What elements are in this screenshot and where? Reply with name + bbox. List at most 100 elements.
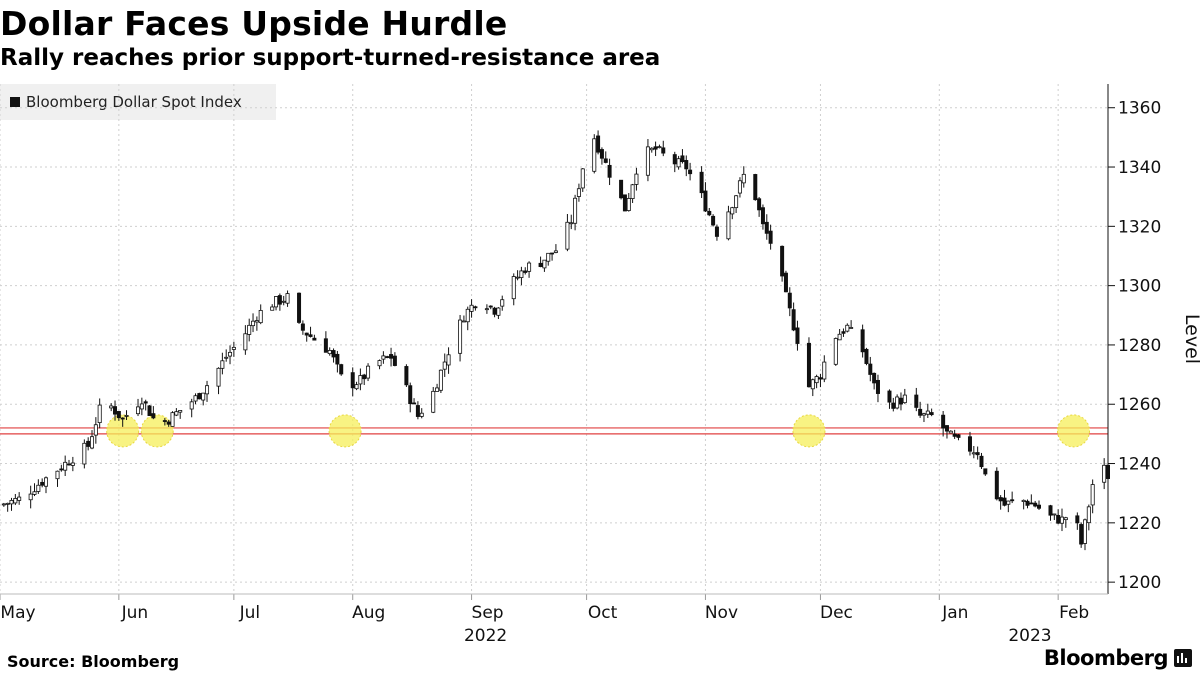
candle-body [139, 403, 144, 410]
candle-body [734, 195, 739, 209]
candle-body [231, 346, 236, 350]
candle-body [787, 292, 792, 309]
legend: Bloomberg Dollar Spot Index [0, 84, 276, 120]
candle-body [350, 372, 355, 389]
candle [331, 348, 336, 363]
candle-body [162, 420, 167, 422]
candle-body [822, 361, 827, 380]
candle [492, 306, 497, 318]
highlight-marker [1056, 414, 1090, 448]
candle-body [297, 292, 302, 323]
candle [197, 392, 202, 400]
candle [28, 485, 33, 509]
candle [1082, 518, 1087, 551]
candle-body [174, 411, 179, 416]
y-tick-label: 1340 [1118, 158, 1161, 178]
candle [446, 347, 451, 374]
brand-text: Bloomberg [1043, 646, 1169, 670]
candle [818, 373, 823, 388]
candle [147, 405, 152, 416]
candle-body [576, 188, 581, 197]
candle [914, 387, 919, 412]
candle-body [1002, 497, 1007, 506]
candle [419, 408, 424, 419]
candle [442, 353, 447, 377]
candle [515, 270, 520, 281]
candle [1010, 491, 1015, 504]
candle-body [189, 401, 194, 410]
candle [116, 411, 121, 421]
candle [461, 315, 466, 323]
candle [1052, 513, 1057, 521]
candle-body [496, 307, 501, 316]
candle [438, 369, 443, 394]
candle [67, 459, 72, 466]
candle-body [841, 331, 846, 334]
candle [523, 267, 528, 275]
candle-body [335, 353, 340, 365]
candle-body [44, 477, 49, 487]
candle-body [868, 363, 873, 375]
candle-body [228, 351, 233, 357]
grid-layer [0, 84, 1108, 594]
candle [32, 483, 37, 497]
candle-body [90, 436, 95, 449]
candle-body [596, 135, 601, 153]
candle [810, 378, 815, 397]
candle [469, 299, 474, 318]
candle [546, 252, 551, 266]
candle [1, 502, 6, 507]
candle-body [948, 430, 953, 434]
candle [90, 430, 95, 450]
candle-body [703, 190, 708, 212]
candle-body [630, 184, 635, 199]
candle-body [983, 468, 988, 475]
x-tick-label: May [0, 603, 35, 623]
candle [630, 183, 635, 203]
candle-body [285, 293, 290, 304]
candle [205, 380, 210, 402]
candle [872, 372, 877, 390]
candle-body [971, 452, 976, 455]
candle [653, 141, 658, 157]
candle [956, 433, 961, 441]
candle-body [1021, 499, 1026, 502]
candle [473, 305, 478, 311]
candle [44, 476, 49, 494]
candle [737, 177, 742, 198]
candle-body [795, 327, 800, 344]
candle [247, 318, 252, 342]
y-tick-label: 1280 [1118, 336, 1161, 356]
candle [381, 351, 386, 364]
candle-body [358, 375, 363, 385]
candle-body [247, 324, 252, 335]
candle-body [1102, 464, 1107, 483]
candle-body [833, 338, 838, 365]
x-tick-label: Nov [705, 603, 738, 623]
candle-body [672, 154, 677, 165]
candle-body [768, 230, 773, 244]
candle-body [546, 252, 551, 262]
candle [40, 478, 45, 488]
candle [634, 167, 639, 191]
candle-body [59, 468, 64, 471]
y-tick-label: 1240 [1118, 455, 1161, 475]
candle-body [1010, 499, 1015, 502]
candle-body [764, 221, 769, 234]
candle [465, 306, 470, 331]
candle [783, 270, 788, 293]
candle [607, 158, 612, 186]
candle-body [661, 147, 666, 154]
chart-subtitle: Rally reaches prior support-turned-resis… [0, 45, 661, 71]
candle-body [412, 402, 417, 405]
candle-body [550, 252, 555, 255]
candle [757, 197, 762, 217]
candle [680, 149, 685, 164]
y-tick-label: 1260 [1118, 395, 1161, 415]
candle [1029, 494, 1034, 505]
candle-body [488, 305, 493, 308]
candle [519, 266, 524, 286]
candle-body [523, 270, 528, 273]
candle [97, 398, 102, 429]
candle-body [684, 160, 689, 170]
